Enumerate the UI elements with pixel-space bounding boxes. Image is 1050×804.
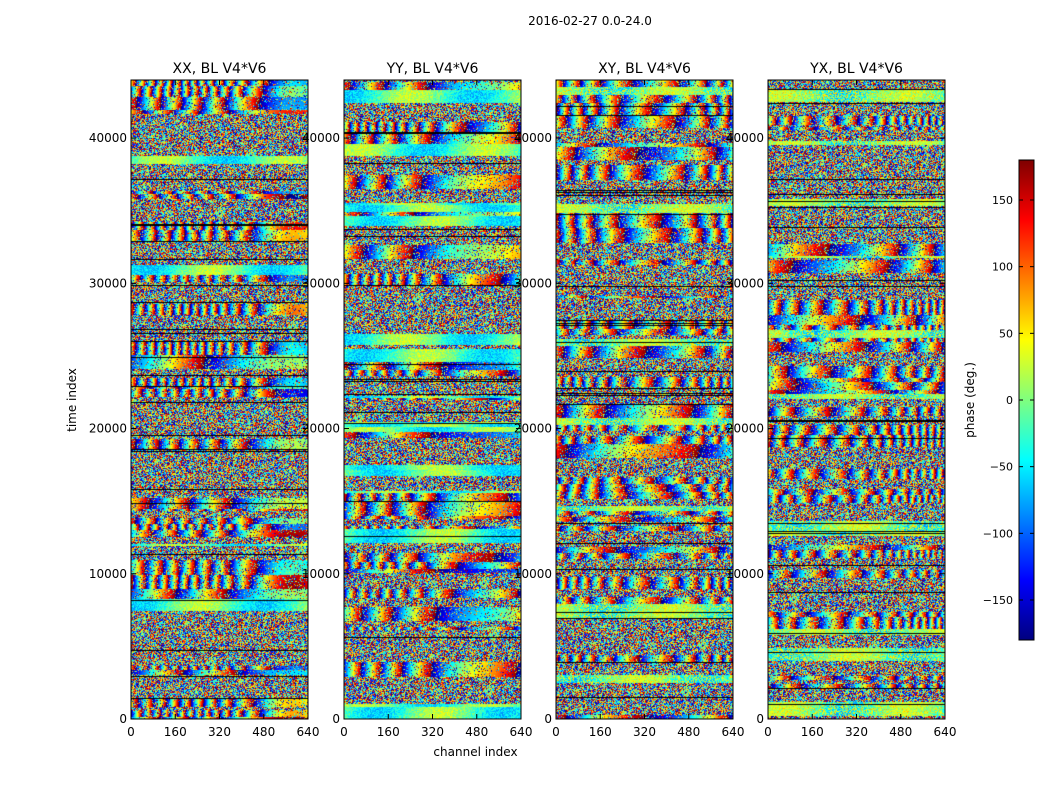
y-tick-label: 30000 [514,276,552,290]
colorbar-tick-label: −50 [990,461,1013,474]
colorbar-label: phase (deg.) [963,362,977,438]
x-tick-label: 160 [801,725,824,739]
x-tick-label: 320 [421,725,444,739]
y-tick-label: 30000 [726,276,764,290]
x-tick-label: 480 [889,725,912,739]
heatmap-panel-2: YY, BL V4*V6 0 160 320 480 640 0 10000 20000 3000… [302,61,533,759]
panel-title: XY, BL V4*V6 [598,61,691,77]
figure-title: 2016-02-27 0.0-24.0 [528,14,652,28]
y-tick-label: 30000 [302,276,340,290]
panel-title: YX, BL V4*V6 [809,61,903,77]
y-tick-label: 20000 [89,422,127,436]
y-tick-label: 40000 [514,131,552,145]
x-tick-label: 480 [465,725,488,739]
y-tick-label: 20000 [302,422,340,436]
panel-title: XX, BL V4*V6 [173,61,267,77]
y-tick-label: 0 [544,712,552,726]
y-tick-label: 40000 [302,131,340,145]
y-tick-label: 10000 [302,567,340,581]
x-tick-label: 640 [510,725,533,739]
x-tick-label: 320 [633,725,656,739]
panel-title: YY, BL V4*V6 [386,61,479,77]
x-tick-label: 160 [377,725,400,739]
x-tick-label: 640 [297,725,320,739]
heatmap-panel-3: XY, BL V4*V6 0 160 320 480 640 0 10000 20000 3000… [514,61,745,739]
colorbar-tick-label: 0 [1006,394,1013,407]
colorbar: 150 100 50 0 −50 −100 −150 phase (deg.) [963,159,1035,641]
heatmap-image [556,80,733,719]
colorbar-tick-label: 100 [992,261,1013,274]
y-tick-label: 0 [119,712,127,726]
x-tick-label: 160 [164,725,187,739]
colorbar-tick-label: 150 [992,194,1013,207]
y-tick-label: 40000 [89,131,127,145]
x-tick-label: 480 [252,725,275,739]
y-tick-label: 0 [332,712,340,726]
x-tick-label: 0 [127,725,135,739]
heatmap-panel-1: XX, BL V4*V6 0 160 320 480 640 0 10000 20000 3000… [65,61,319,739]
x-tick-label: 480 [677,725,700,739]
x-tick-label: 160 [589,725,612,739]
x-tick-label: 320 [208,725,231,739]
y-tick-label: 10000 [89,567,127,581]
y-tick-label: 10000 [514,567,552,581]
heatmap-image [131,80,308,719]
heatmap-image [768,80,945,719]
x-axis-label: channel index [433,745,517,759]
colorbar-tick-label: −150 [983,594,1013,607]
y-tick-label: 20000 [514,422,552,436]
colorbar-tick-label: 50 [999,327,1013,340]
x-tick-label: 640 [934,725,957,739]
x-tick-label: 320 [845,725,868,739]
colorbar-tick-label: −100 [983,527,1013,540]
y-tick-label: 0 [756,712,764,726]
x-tick-label: 0 [552,725,560,739]
x-tick-label: 640 [722,725,745,739]
x-tick-label: 0 [764,725,772,739]
y-axis-label: time index [65,368,79,432]
y-tick-label: 30000 [89,276,127,290]
heatmap-image [344,80,521,719]
y-tick-label: 40000 [726,131,764,145]
heatmap-panel-4: YX, BL V4*V6 0 160 320 480 640 0 10000 20000 3000… [726,61,957,739]
y-tick-label: 10000 [726,567,764,581]
x-tick-label: 0 [340,725,348,739]
y-tick-label: 20000 [726,422,764,436]
